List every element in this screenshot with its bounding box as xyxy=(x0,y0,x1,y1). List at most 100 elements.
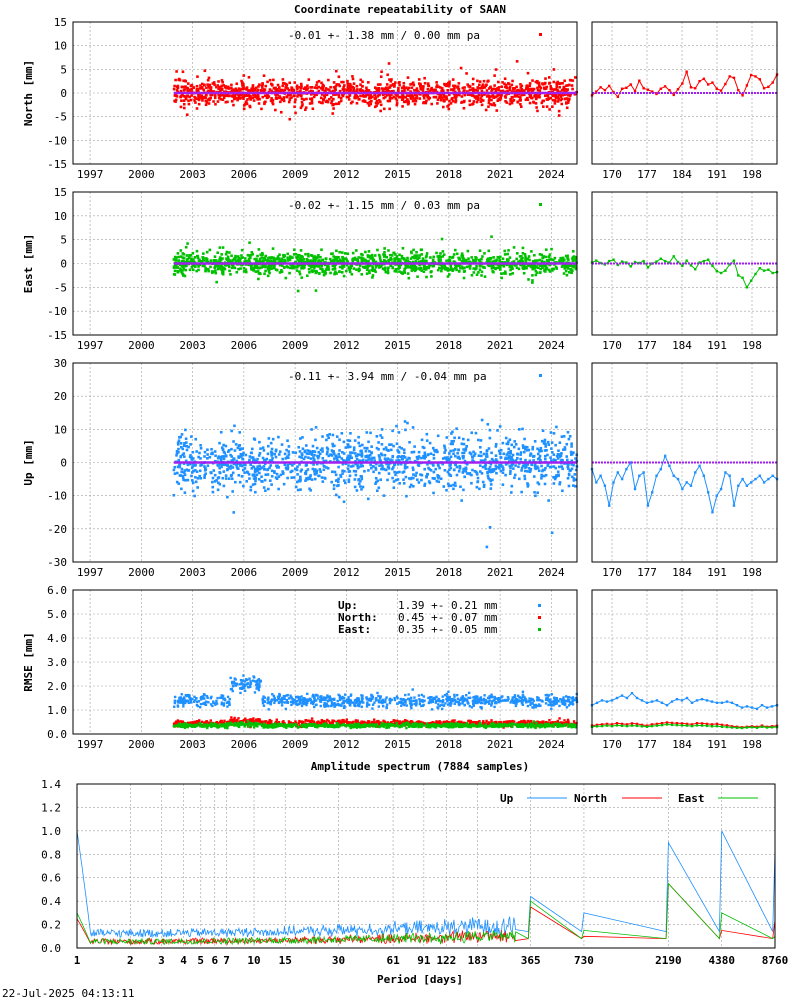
data-point xyxy=(426,463,429,466)
data-point xyxy=(373,459,376,463)
data-point xyxy=(480,274,483,277)
data-point xyxy=(257,85,260,88)
data-point xyxy=(468,99,472,103)
data-point xyxy=(338,258,342,262)
data-point xyxy=(298,450,302,453)
data-point xyxy=(355,489,359,492)
data-point xyxy=(562,85,566,89)
data-point xyxy=(513,95,517,98)
data-point xyxy=(436,102,439,105)
data-point xyxy=(451,269,454,272)
data-point xyxy=(571,257,574,261)
data-point xyxy=(278,253,281,257)
data-point xyxy=(279,96,282,100)
data-point xyxy=(323,263,327,267)
data-point xyxy=(532,459,535,462)
data-point xyxy=(189,254,193,257)
data-point xyxy=(545,85,549,89)
data-point xyxy=(387,260,391,264)
data-point xyxy=(331,268,335,271)
data-point xyxy=(346,83,350,86)
data-point xyxy=(227,87,231,90)
data-point xyxy=(348,474,352,478)
data-point xyxy=(183,473,187,477)
data-point xyxy=(367,250,371,253)
data-point xyxy=(375,462,378,466)
data-point xyxy=(547,499,550,502)
data-point xyxy=(557,97,560,101)
data-point xyxy=(282,99,286,103)
data-point xyxy=(247,94,251,97)
data-point xyxy=(419,88,423,91)
data-point xyxy=(448,83,451,86)
data-point xyxy=(333,266,336,269)
data-point xyxy=(427,97,430,101)
data-point xyxy=(434,95,438,99)
data-point xyxy=(304,252,307,256)
data-point xyxy=(358,444,362,448)
data-point xyxy=(180,700,183,703)
data-point xyxy=(298,254,301,257)
data-point xyxy=(294,702,298,706)
data-point xyxy=(332,107,335,110)
data-point xyxy=(329,96,333,99)
data-point xyxy=(187,469,191,472)
data-point xyxy=(233,97,237,100)
data-point xyxy=(562,272,566,275)
data-point xyxy=(223,451,227,455)
data-point xyxy=(432,453,436,457)
data-point xyxy=(497,700,501,704)
data-point xyxy=(400,257,404,260)
data-point xyxy=(379,478,383,481)
data-point xyxy=(280,270,283,274)
data-point xyxy=(315,83,318,87)
data-point xyxy=(567,484,571,488)
data-point xyxy=(221,476,225,480)
data-point xyxy=(503,270,507,273)
data-point xyxy=(435,84,439,87)
data-point xyxy=(570,445,573,448)
data-point xyxy=(419,85,422,88)
data-point xyxy=(457,436,461,440)
data-point xyxy=(468,103,472,107)
data-point xyxy=(318,100,321,104)
data-point xyxy=(263,468,266,471)
data-point xyxy=(369,92,372,96)
data-point xyxy=(415,254,419,257)
data-point xyxy=(179,105,183,109)
data-point xyxy=(395,94,398,97)
data-point xyxy=(195,254,199,258)
data-point xyxy=(449,449,452,453)
data-point xyxy=(354,93,357,97)
data-point xyxy=(471,87,475,90)
data-point xyxy=(226,93,230,97)
data-point xyxy=(428,481,432,485)
data-point xyxy=(218,471,222,475)
data-point xyxy=(572,484,575,487)
data-point xyxy=(543,82,546,86)
data-point xyxy=(561,93,565,97)
data-point xyxy=(306,692,309,696)
data-point xyxy=(190,87,194,91)
data-point xyxy=(309,263,313,267)
data-point xyxy=(427,84,431,88)
data-point xyxy=(408,485,412,489)
data-point xyxy=(523,477,527,481)
data-point xyxy=(432,95,436,99)
data-point xyxy=(213,92,217,96)
data-point xyxy=(346,439,350,442)
x-tick-label: 2015 xyxy=(384,738,411,751)
data-point xyxy=(565,695,568,698)
data-point xyxy=(204,268,208,272)
data-point xyxy=(317,254,320,257)
data-point xyxy=(244,270,248,274)
data-point xyxy=(431,446,435,450)
data-point xyxy=(504,698,507,702)
data-point xyxy=(370,445,373,448)
data-point xyxy=(503,77,507,81)
data-point xyxy=(220,79,224,82)
data-point xyxy=(403,456,407,459)
data-point xyxy=(330,99,334,103)
data-point xyxy=(484,463,488,467)
data-point xyxy=(339,473,342,477)
